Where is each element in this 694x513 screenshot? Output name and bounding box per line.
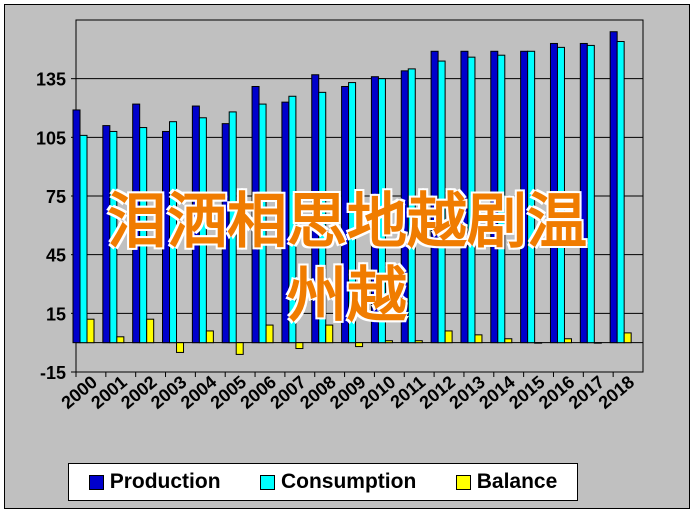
bar-consumption — [288, 95, 297, 344]
legend-label-consumption: Consumption — [280, 470, 417, 493]
legend-item-balance: Balance — [455, 470, 558, 494]
bar-balance — [444, 330, 453, 344]
bar-balance — [205, 330, 214, 344]
legend-swatch-consumption — [259, 474, 275, 490]
legend-item-consumption: Consumption — [259, 470, 417, 494]
bar-balance — [474, 334, 483, 344]
bar-balance — [116, 336, 125, 344]
bar-consumption — [527, 50, 536, 344]
bar-balance — [265, 324, 274, 344]
chart-legend: Production Consumption Balance — [68, 463, 578, 501]
bar-consumption — [198, 117, 207, 344]
bar-consumption — [407, 68, 416, 344]
bar-consumption — [169, 121, 178, 344]
bar-balance — [414, 340, 423, 344]
bar-consumption — [228, 111, 237, 344]
y-tick-label: 15 — [46, 304, 66, 324]
bar-balance — [295, 342, 304, 350]
bar-balance — [593, 342, 602, 344]
bar-consumption — [79, 134, 88, 344]
bar-consumption — [467, 56, 476, 344]
bar-balance — [86, 318, 95, 344]
y-tick-label: -15 — [40, 363, 66, 383]
bar-balance — [325, 324, 334, 344]
bar-balance — [563, 338, 572, 344]
bar-balance — [504, 338, 513, 344]
bar-balance — [623, 332, 632, 344]
bar-consumption — [139, 127, 148, 344]
y-tick-label: 135 — [36, 70, 66, 90]
bar-consumption — [348, 82, 357, 344]
bar-balance — [176, 342, 185, 353]
bar-consumption — [258, 103, 267, 344]
legend-swatch-balance — [455, 474, 471, 490]
bar-balance — [534, 342, 543, 344]
overlay-text: 泪洒相思地越剧温 州越 — [0, 185, 694, 333]
legend-label-balance: Balance — [476, 470, 558, 493]
legend-swatch-production — [88, 474, 104, 490]
bar-balance — [235, 342, 244, 355]
bar-consumption — [586, 44, 595, 344]
bar-balance — [146, 318, 155, 344]
bar-consumption — [497, 54, 506, 344]
bar-balance — [355, 342, 364, 348]
y-tick-label: 45 — [46, 246, 66, 266]
y-tick-label: 75 — [46, 187, 66, 207]
overlay-line-1: 泪洒相思地越剧温 — [107, 187, 587, 257]
legend-label-production: Production — [109, 470, 221, 493]
bar-consumption — [377, 78, 386, 344]
legend-item-production: Production — [88, 470, 221, 494]
bar-balance — [384, 340, 393, 344]
y-tick-label: 105 — [36, 128, 66, 148]
x-tick-label: 2018 — [595, 372, 639, 413]
bar-consumption — [556, 46, 565, 344]
bar-consumption — [318, 91, 327, 344]
overlay-line-2: 州越 — [287, 261, 407, 331]
bar-consumption — [616, 41, 625, 344]
bar-consumption — [109, 130, 118, 344]
bar-consumption — [437, 60, 446, 344]
